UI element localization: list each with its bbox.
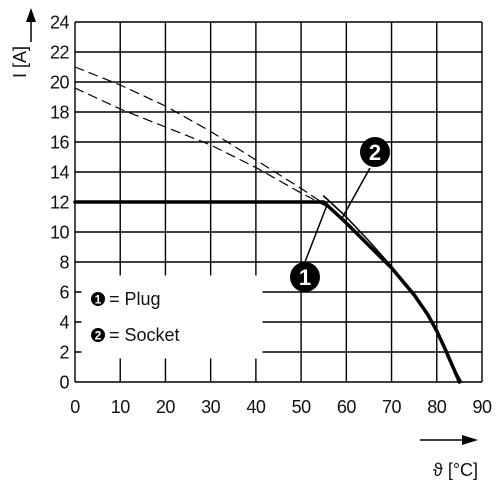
series-line-3 xyxy=(74,66,325,205)
x-tick-label: 0 xyxy=(70,397,80,417)
series-layer xyxy=(73,66,463,384)
y-tick-label: 20 xyxy=(50,73,70,93)
x-tick-label: 70 xyxy=(382,397,402,417)
annotation-1: 1 xyxy=(290,204,328,292)
y-tick-label: 4 xyxy=(59,313,69,333)
y-tick-label: 2 xyxy=(59,343,69,363)
y-tick-label: 0 xyxy=(59,373,69,393)
legend-marker-socket-text: 2 xyxy=(95,329,102,343)
legend-label-socket: = Socket xyxy=(109,325,180,345)
y-tick-label: 14 xyxy=(50,163,70,183)
annotation-2-leader xyxy=(340,167,371,221)
x-tick-label: 60 xyxy=(337,397,357,417)
legend: 1 = Plug 2 = Socket xyxy=(81,275,263,359)
annotation-2: 2 xyxy=(340,137,390,221)
x-axis-title: ϑ [°C] xyxy=(433,460,478,480)
y-tick-label: 24 xyxy=(50,13,70,33)
annotation-2-badge xyxy=(360,137,390,167)
x-tick-label: 30 xyxy=(201,397,221,417)
y-tick-label: 16 xyxy=(50,133,70,153)
y-axis-title-group: I [A] xyxy=(10,8,36,78)
x-tick-label: 50 xyxy=(292,397,312,417)
x-tick-label: 20 xyxy=(156,397,176,417)
x-tick-label: 10 xyxy=(111,397,131,417)
legend-box xyxy=(81,275,263,359)
annotation-2-text: 2 xyxy=(369,140,381,165)
legend-marker-plug-text: 1 xyxy=(95,293,102,307)
legend-item-socket: 2 = Socket xyxy=(91,325,180,345)
annotation-1-text: 1 xyxy=(299,265,311,290)
y-tick-label: 8 xyxy=(59,253,69,273)
legend-marker-socket xyxy=(91,328,105,342)
annotation-1-badge xyxy=(290,262,320,292)
x-tick-label: 90 xyxy=(472,397,492,417)
annotation-1-leader xyxy=(304,204,328,263)
x-axis-arrow-head xyxy=(462,435,478,445)
legend-marker-plug xyxy=(91,292,105,306)
y-axis-title: I [A] xyxy=(10,46,30,78)
x-tick-label: 40 xyxy=(246,397,266,417)
y-tick-label: 12 xyxy=(50,193,70,213)
y-tick-label: 22 xyxy=(50,43,70,63)
series-line-4 xyxy=(74,87,334,211)
x-axis-title-group: ϑ [°C] xyxy=(420,435,478,480)
y-axis-arrow-head xyxy=(26,8,36,22)
legend-item-plug: 1 = Plug xyxy=(91,289,161,309)
y-tick-label: 6 xyxy=(59,283,69,303)
legend-label-plug: = Plug xyxy=(109,289,161,309)
y-tick-label: 18 xyxy=(50,103,70,123)
x-tick-label: 80 xyxy=(427,397,447,417)
y-tick-label: 10 xyxy=(50,223,70,243)
series-line-2 xyxy=(322,195,463,383)
x-tick-labels: 0 10 20 30 40 50 60 70 80 90 xyxy=(70,397,492,417)
